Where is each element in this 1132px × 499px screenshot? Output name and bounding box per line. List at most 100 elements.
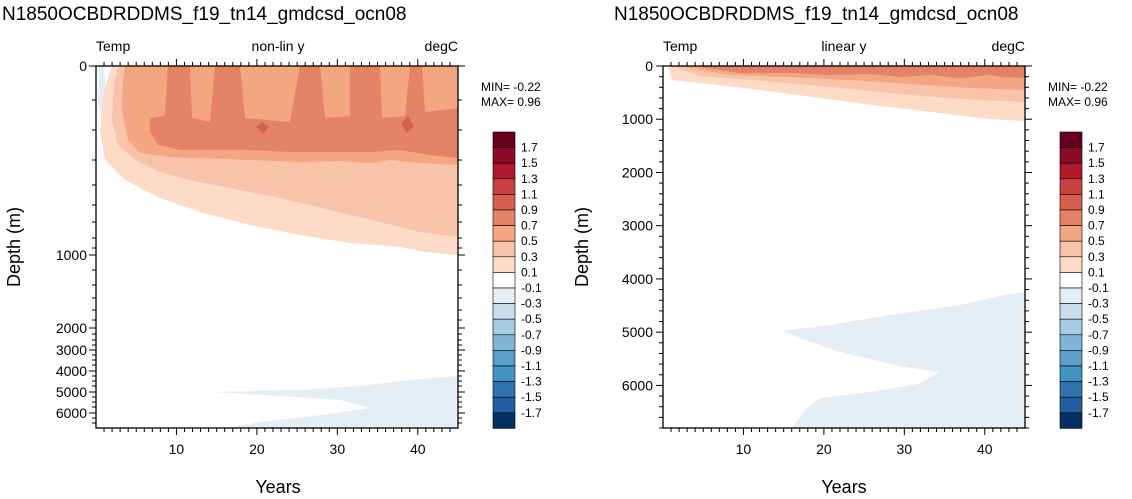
left-ytick-label-1000: 1000 [56, 247, 87, 263]
left-ytick-label-3000: 3000 [56, 342, 87, 358]
colorbar-label: -0.1 [521, 281, 542, 295]
colorbar-label: 1.3 [521, 172, 538, 186]
colorbar-label: -0.3 [1088, 297, 1109, 311]
right-panel: N1850OCBDRDDMS_f19_tn14_gmdcsd_ocn08 Tem… [572, 4, 1109, 497]
left-xtick-labels: 10 20 30 40 [169, 441, 426, 457]
xtick-label: 20 [816, 441, 832, 457]
colorbar-swatch [493, 366, 515, 382]
ytick-label: 1000 [622, 111, 653, 127]
colorbar-label: 0.9 [521, 203, 538, 217]
colorbar-swatch [1060, 366, 1082, 382]
left-ytick-label-4000: 4000 [56, 363, 87, 379]
colorbar-swatch [493, 163, 515, 179]
colorbar-swatch [493, 413, 515, 429]
colorbar-swatch [493, 272, 515, 288]
right-subtitle-left: Temp [663, 38, 697, 54]
colorbar-label: 1.7 [521, 141, 538, 155]
left-ytick-label-5000: 5000 [56, 384, 87, 400]
left-subtitle-left: Temp [96, 38, 130, 54]
colorbar-label: 1.1 [1088, 187, 1105, 201]
colorbar-swatch [1060, 272, 1082, 288]
right-subtitle-right: degC [992, 38, 1025, 54]
xtick-label: 40 [410, 441, 426, 457]
ytick-label: 6000 [622, 377, 653, 393]
ytick-label: 3000 [622, 218, 653, 234]
colorbar-label: 0.7 [521, 219, 538, 233]
colorbar-swatch [493, 397, 515, 413]
colorbar-swatch [1060, 226, 1082, 242]
colorbar-label: 0.5 [1088, 234, 1105, 248]
colorbar-swatch [493, 132, 515, 148]
colorbar-swatch [493, 210, 515, 226]
right-ytick-labels: 0 1000 2000 3000 4000 5000 6000 [622, 58, 653, 393]
colorbar-swatch [493, 241, 515, 257]
colorbar-label: 1.1 [521, 187, 538, 201]
colorbar-swatch [493, 179, 515, 195]
xtick-label: 40 [977, 441, 993, 457]
right-subtitle-center: linear y [821, 38, 866, 54]
colorbar-label: -0.9 [521, 343, 542, 357]
right-max-label: MAX= 0.96 [1048, 95, 1108, 109]
colorbar-swatch [1060, 241, 1082, 257]
colorbar-label: -0.7 [1088, 328, 1109, 342]
left-x-axis-label: Years [255, 477, 300, 497]
colorbar-label: 0.1 [1088, 265, 1105, 279]
left-contour-field [96, 66, 458, 428]
colorbar-label: 1.7 [1088, 141, 1105, 155]
left-ytick-label-6000: 6000 [56, 405, 87, 421]
colorbar-label: -1.7 [521, 406, 542, 420]
colorbar-swatch [493, 382, 515, 398]
colorbar-swatch [1060, 335, 1082, 351]
colorbar-swatch [1060, 257, 1082, 273]
right-xtick-labels: 10 20 30 40 [736, 441, 993, 457]
ytick-label: 5000 [622, 324, 653, 340]
ytick-label: 0 [645, 58, 653, 74]
xtick-label: 10 [169, 441, 185, 457]
left-max-label: MAX= 0.96 [481, 95, 541, 109]
colorbar-swatch [493, 350, 515, 366]
figure: N1850OCBDRDDMS_f19_tn14_gmdcsd_ocn08 Tem… [0, 0, 1132, 499]
colorbar-label: -0.9 [1088, 343, 1109, 357]
colorbar-swatch [1060, 148, 1082, 164]
colorbar-swatch [1060, 350, 1082, 366]
colorbar-label: 0.9 [1088, 203, 1105, 217]
left-y-axis-label: Depth (m) [4, 207, 24, 287]
colorbar-swatch [1060, 397, 1082, 413]
left-title: N1850OCBDRDDMS_f19_tn14_gmdcsd_ocn08 [2, 4, 407, 25]
left-subtitle-center: non-lin y [252, 38, 305, 54]
colorbar-swatch [1060, 413, 1082, 429]
colorbar-label: 0.3 [1088, 250, 1105, 264]
colorbar-label: 0.7 [1088, 219, 1105, 233]
left-ytick-label-0: 0 [79, 58, 87, 74]
colorbar-label: -1.5 [521, 390, 542, 404]
colorbar-swatch [493, 257, 515, 273]
colorbar-swatch [1060, 319, 1082, 335]
colorbar-swatch [493, 194, 515, 210]
colorbar-label: -1.1 [521, 359, 542, 373]
left-subtitle-right: degC [425, 38, 458, 54]
xtick-label: 20 [249, 441, 265, 457]
colorbar-label: -1.5 [1088, 390, 1109, 404]
colorbar-label: -1.1 [1088, 359, 1109, 373]
right-colorbar: 1.71.51.31.10.90.70.50.30.1-0.1-0.3-0.5-… [1060, 132, 1109, 428]
xtick-label: 30 [897, 441, 913, 457]
colorbar-swatch [493, 288, 515, 304]
colorbar-label: 0.3 [521, 250, 538, 264]
right-title: N1850OCBDRDDMS_f19_tn14_gmdcsd_ocn08 [614, 4, 1019, 25]
colorbar-label: 0.5 [521, 234, 538, 248]
colorbar-swatch [493, 148, 515, 164]
colorbar-label: 1.5 [1088, 156, 1105, 170]
colorbar-label: -0.5 [521, 312, 542, 326]
right-y-axis-label: Depth (m) [572, 207, 592, 287]
xtick-label: 30 [330, 441, 346, 457]
right-x-axis-label: Years [821, 477, 866, 497]
colorbar-label: -1.7 [1088, 406, 1109, 420]
left-panel: N1850OCBDRDDMS_f19_tn14_gmdcsd_ocn08 Tem… [2, 4, 542, 497]
colorbar-swatch [493, 226, 515, 242]
colorbar-swatch [493, 335, 515, 351]
colorbar-label: -0.3 [521, 297, 542, 311]
colorbar-swatch [493, 304, 515, 320]
colorbar-swatch [1060, 382, 1082, 398]
ytick-label: 2000 [622, 164, 653, 180]
colorbar-swatch [1060, 179, 1082, 195]
